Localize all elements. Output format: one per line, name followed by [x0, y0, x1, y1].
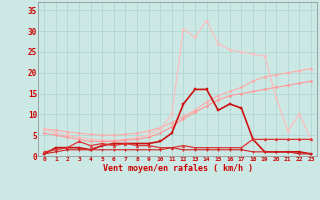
X-axis label: Vent moyen/en rafales ( km/h ): Vent moyen/en rafales ( km/h ) — [103, 164, 252, 173]
